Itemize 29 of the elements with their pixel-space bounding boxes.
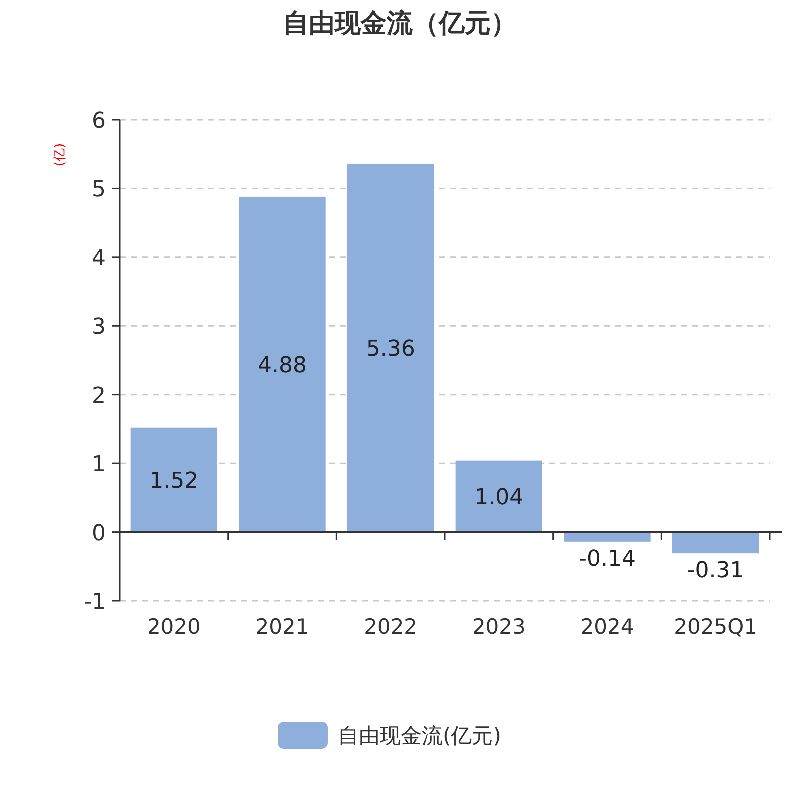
x-tick-label: 2021 <box>256 615 310 639</box>
y-axis-title: (亿) <box>53 143 68 167</box>
data-label: 1.52 <box>150 469 199 494</box>
y-tick-label: -1 <box>84 590 106 615</box>
y-tick-label: 4 <box>92 246 106 272</box>
data-label: 1.04 <box>474 486 524 511</box>
bar <box>456 460 542 532</box>
y-tick-label: 6 <box>92 109 106 134</box>
data-label: 4.88 <box>258 354 307 379</box>
data-label: -0.31 <box>687 558 744 584</box>
legend-label: 自由现金流(亿元) <box>338 724 502 748</box>
x-tick-label: 2024 <box>580 615 634 639</box>
x-tick-label: 2022 <box>364 615 418 639</box>
bar <box>130 428 218 532</box>
data-label: 5.36 <box>366 337 416 362</box>
x-tick-label: 2023 <box>472 615 526 639</box>
x-tick-label: 2025Q1 <box>674 615 758 639</box>
y-tick-label: 0 <box>92 521 106 546</box>
y-tick-label: 5 <box>92 178 106 203</box>
y-tick-label: 2 <box>92 384 106 409</box>
data-label: -0.14 <box>579 546 636 572</box>
bar <box>564 532 651 542</box>
bar <box>348 164 434 532</box>
y-tick-label: 3 <box>92 315 106 340</box>
chart-title: 自由现金流（亿元） <box>283 9 517 39</box>
y-tick-label: 1 <box>92 452 106 478</box>
bar <box>672 532 760 554</box>
bar <box>239 196 326 532</box>
x-tick-label: 2020 <box>147 615 201 639</box>
